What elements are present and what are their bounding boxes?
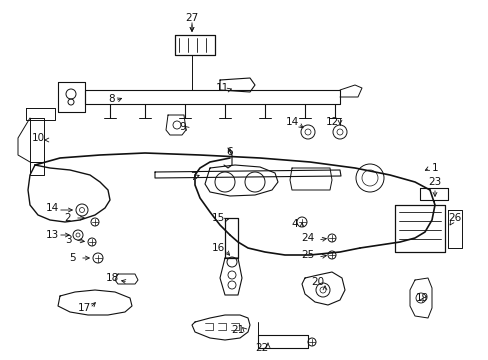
Text: 9: 9 <box>179 122 186 132</box>
Text: 5: 5 <box>70 253 76 263</box>
Text: 18: 18 <box>105 273 119 283</box>
Text: 10: 10 <box>31 133 44 143</box>
Text: 23: 23 <box>427 177 441 187</box>
Text: 27: 27 <box>185 13 198 23</box>
Text: 26: 26 <box>447 213 461 223</box>
Text: 20: 20 <box>311 277 324 287</box>
Text: 19: 19 <box>414 293 428 303</box>
Text: 15: 15 <box>211 213 224 223</box>
Text: 7: 7 <box>189 172 196 182</box>
Text: 12: 12 <box>325 117 338 127</box>
Text: 22: 22 <box>255 343 268 353</box>
Text: 8: 8 <box>108 94 115 104</box>
Text: 17: 17 <box>77 303 90 313</box>
Text: 6: 6 <box>226 147 233 157</box>
Text: 14: 14 <box>45 203 59 213</box>
Text: 16: 16 <box>211 243 224 253</box>
Text: 1: 1 <box>431 163 437 173</box>
Text: 13: 13 <box>45 230 59 240</box>
Text: 25: 25 <box>301 250 314 260</box>
Text: 4: 4 <box>291 219 298 229</box>
Text: 14: 14 <box>285 117 298 127</box>
Text: 3: 3 <box>64 235 71 245</box>
Text: 2: 2 <box>64 213 71 223</box>
Text: 11: 11 <box>215 83 228 93</box>
Text: 24: 24 <box>301 233 314 243</box>
Text: 21: 21 <box>231 325 244 335</box>
